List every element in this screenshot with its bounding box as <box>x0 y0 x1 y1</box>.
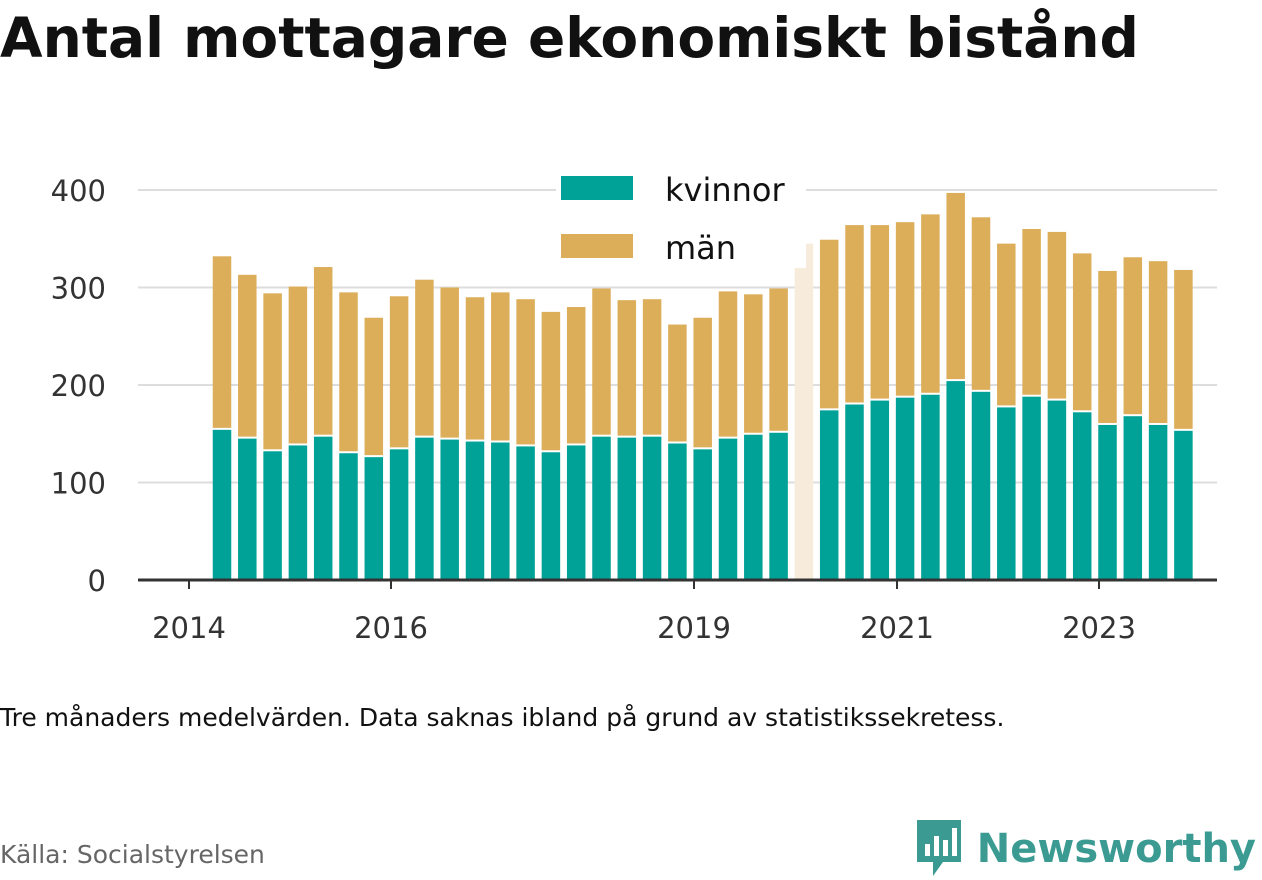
bar-kvinnor <box>642 436 662 580</box>
legend-label: kvinnor <box>665 171 786 209</box>
bar-man <box>870 225 890 399</box>
bar-kvinnor <box>212 429 232 580</box>
bar-man <box>238 274 257 437</box>
bar-kvinnor <box>921 394 940 580</box>
bar-man <box>617 300 637 436</box>
bar-kvinnor <box>744 434 763 580</box>
bar-man <box>971 217 991 390</box>
bar-chart-icon <box>916 820 961 876</box>
bar-man <box>921 214 940 393</box>
bar-man <box>415 279 434 436</box>
y-tick-label: 200 <box>51 369 106 403</box>
bar-man <box>997 243 1016 406</box>
bar-man <box>1123 257 1143 415</box>
bar-man <box>769 288 788 431</box>
legend-swatch-kvinnor <box>561 176 633 200</box>
bar-kvinnor <box>819 410 839 580</box>
bar-kvinnor <box>364 457 384 580</box>
bar-kvinnor <box>718 438 738 580</box>
bar-kvinnor <box>491 442 510 580</box>
bar-man <box>718 291 738 437</box>
bar-kvinnor <box>1098 424 1117 580</box>
bar-man <box>339 292 358 452</box>
bar-man <box>642 299 662 435</box>
bar-kvinnor <box>389 449 409 580</box>
bar-man <box>212 256 232 428</box>
bar-kvinnor <box>238 438 257 580</box>
x-tick-label: 2016 <box>354 611 428 645</box>
bar-kvinnor <box>1123 416 1143 580</box>
bar-missing <box>794 243 814 580</box>
bar-kvinnor <box>1174 430 1193 580</box>
bar-man <box>1098 270 1117 423</box>
bar-man <box>263 293 282 450</box>
x-tick-label: 2023 <box>1062 611 1136 645</box>
bar-man <box>541 311 561 451</box>
bar-man <box>744 294 763 433</box>
bar-kvinnor <box>997 407 1016 580</box>
legend-label: män <box>665 229 736 267</box>
x-tick-label: 2014 <box>152 611 226 645</box>
bar-man <box>1174 269 1193 429</box>
bar-man <box>1022 229 1041 395</box>
bar-man <box>516 299 535 445</box>
bar-kvinnor <box>288 445 308 580</box>
bar-man <box>364 317 384 456</box>
brand-logo: Newsworthy <box>913 818 1256 880</box>
bar-kvinnor <box>415 437 434 580</box>
bar-kvinnor <box>592 436 611 580</box>
bar-kvinnor <box>516 446 535 580</box>
bar-kvinnor <box>1148 424 1168 580</box>
bar-man <box>389 296 409 448</box>
bar-man <box>313 267 333 435</box>
bar-kvinnor <box>465 441 485 580</box>
x-tick-label: 2019 <box>657 611 731 645</box>
y-tick-label: 400 <box>51 174 106 208</box>
source-label: Källa: Socialstyrelsen <box>0 840 265 869</box>
bar-kvinnor <box>566 445 586 580</box>
bar-man <box>693 317 712 448</box>
bar-kvinnor <box>1072 412 1092 580</box>
legend-swatch-man <box>561 234 633 258</box>
bar-man <box>1148 261 1168 423</box>
bar-man <box>592 288 611 435</box>
bar-kvinnor <box>769 432 788 580</box>
bar-kvinnor <box>845 404 864 580</box>
bar-kvinnor <box>1022 396 1041 580</box>
bar-kvinnor <box>895 397 915 580</box>
y-tick-label: 0 <box>88 564 106 598</box>
bar-kvinnor <box>339 453 358 580</box>
bar-kvinnor <box>313 436 333 580</box>
brand-name: Newsworthy <box>976 826 1256 872</box>
bar-man <box>566 307 586 444</box>
bar-kvinnor <box>870 400 890 580</box>
bar-kvinnor <box>617 437 637 580</box>
bar-man <box>1072 253 1092 411</box>
bar-man <box>288 286 308 444</box>
chart-note: Tre månaders medelvärden. Data saknas ib… <box>0 703 1005 732</box>
bar-man <box>491 292 510 441</box>
bar-man <box>895 222 915 396</box>
bar-man <box>845 225 864 403</box>
bar-man <box>668 324 687 442</box>
bar-kvinnor <box>541 452 561 580</box>
y-tick-label: 300 <box>51 272 106 306</box>
bar-kvinnor <box>263 451 282 580</box>
bar-man <box>946 192 965 380</box>
bar-kvinnor <box>1047 400 1067 580</box>
bar-man <box>819 239 839 409</box>
bar-man <box>1047 231 1067 399</box>
y-tick-label: 100 <box>51 467 106 501</box>
bar-man <box>440 287 459 438</box>
chart-title: Antal mottagare ekonomiskt bistånd <box>0 6 1139 70</box>
x-tick-label: 2021 <box>860 611 934 645</box>
bar-man <box>465 297 485 440</box>
bar-kvinnor <box>440 439 459 580</box>
bar-kvinnor <box>693 449 712 580</box>
bar-kvinnor <box>668 443 687 580</box>
stacked-bar-chart: 0 100 200 300 400 2014 2016 2019 2021 2023 kvinnor… <box>51 170 1217 645</box>
bar-kvinnor <box>971 391 991 580</box>
bar-kvinnor <box>946 381 965 580</box>
